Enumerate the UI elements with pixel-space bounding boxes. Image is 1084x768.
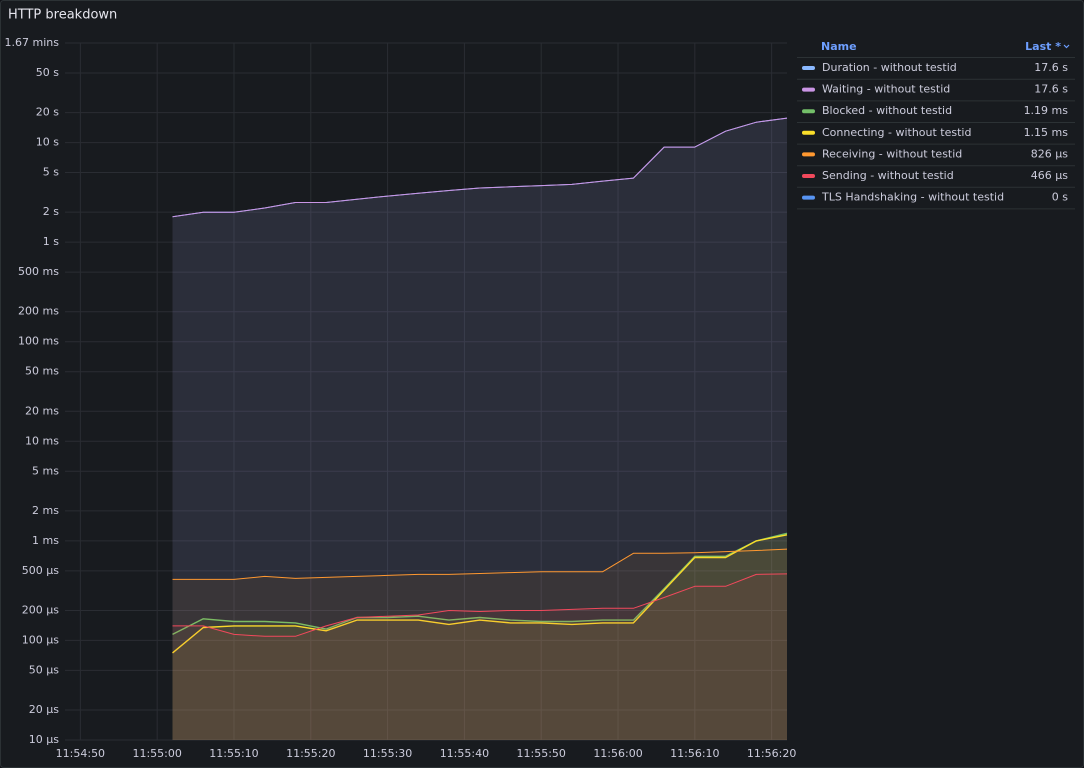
y-tick-label: 50 s: [36, 66, 59, 79]
y-tick-label: 10 µs: [29, 733, 59, 746]
y-tick-label: 500 µs: [22, 564, 59, 577]
y-tick-label: 1.67 mins: [5, 36, 60, 49]
legend-name[interactable]: Sending - without testid: [822, 169, 954, 182]
y-tick-label: 100 ms: [18, 335, 59, 348]
legend: Name Last * Duration - without testid 17.…: [797, 40, 1075, 210]
y-tick-label: 50 µs: [29, 663, 59, 676]
y-tick-label: 1 ms: [32, 534, 59, 547]
legend-swatch[interactable]: [802, 109, 815, 114]
x-tick-label: 11:55:30: [363, 747, 412, 760]
y-tick-label: 200 ms: [18, 305, 59, 318]
series-line: [172, 573, 788, 637]
y-tick-label: 10 ms: [25, 434, 59, 447]
y-tick-label: 100 µs: [22, 633, 59, 646]
y-tick-label: 2 s: [43, 205, 59, 218]
legend-swatch[interactable]: [802, 87, 815, 92]
series-line: [172, 534, 788, 654]
series-line: [172, 532, 788, 636]
sort-icon: [1063, 44, 1070, 49]
x-tick-label: 11:56:10: [670, 747, 719, 760]
series-area: [172, 533, 787, 740]
x-tick-label: 11:55:20: [286, 747, 335, 760]
plot: [172, 117, 788, 741]
legend-swatch[interactable]: [802, 195, 815, 200]
legend-last: 17.6 s: [1034, 83, 1068, 96]
grid: 1.67 mins 50 s 20 s 10 s 5 s 2 s 1 s 500 ms 200 …: [5, 36, 797, 760]
y-tick-label: 500 ms: [18, 265, 59, 278]
series-area: [172, 534, 787, 740]
series-area: [172, 118, 787, 741]
legend-header-last[interactable]: Last *: [1025, 40, 1061, 53]
series-area: [172, 573, 787, 740]
legend-name[interactable]: Duration - without testid: [822, 61, 957, 74]
legend-name[interactable]: Receiving - without testid: [822, 147, 962, 160]
x-tick-label: 11:56:20: [747, 747, 796, 760]
legend-name[interactable]: Waiting - without testid: [822, 83, 950, 96]
series-line: [172, 548, 788, 580]
y-tick-label: 200 µs: [22, 603, 59, 616]
legend-header-name[interactable]: Name: [821, 40, 857, 53]
legend-last: 0 s: [1052, 191, 1068, 204]
legend-last: 1.15 ms: [1024, 126, 1069, 139]
y-tick-label: 20 µs: [29, 703, 59, 716]
legend-last: 466 µs: [1031, 169, 1068, 182]
legend-name[interactable]: TLS Handshaking - without testid: [821, 191, 1004, 204]
legend-last: 826 µs: [1031, 147, 1068, 160]
legend-swatch[interactable]: [802, 174, 815, 178]
y-tick-label: 50 ms: [25, 365, 59, 378]
x-tick-label: 11:55:50: [517, 747, 566, 760]
x-tick-label: 11:55:40: [440, 747, 489, 760]
legend-last: 17.6 s: [1034, 61, 1068, 74]
series-area: [172, 549, 787, 740]
y-tick-label: 20 ms: [25, 404, 59, 417]
x-tick-label: 11:55:10: [209, 747, 258, 760]
y-tick-label: 2 ms: [32, 504, 59, 517]
y-tick-label: 5 s: [43, 166, 59, 179]
legend-swatch[interactable]: [802, 66, 815, 70]
x-tick-label: 11:54:50: [56, 747, 105, 760]
x-tick-label: 11:56:00: [593, 747, 642, 760]
legend-swatch[interactable]: [802, 152, 815, 157]
panel-title: HTTP breakdown: [8, 8, 117, 23]
y-tick-label: 1 s: [43, 235, 59, 248]
y-tick-label: 5 ms: [32, 464, 59, 477]
y-tick-label: 10 s: [36, 136, 59, 149]
series-line: [172, 117, 788, 218]
y-tick-label: 20 s: [36, 106, 59, 119]
legend-swatch[interactable]: [802, 130, 815, 135]
legend-name[interactable]: Blocked - without testid: [822, 104, 952, 117]
x-tick-label: 11:55:00: [132, 747, 181, 760]
legend-last: 1.19 ms: [1024, 104, 1069, 117]
legend-name[interactable]: Connecting - without testid: [822, 126, 971, 139]
series-area: [172, 118, 787, 741]
